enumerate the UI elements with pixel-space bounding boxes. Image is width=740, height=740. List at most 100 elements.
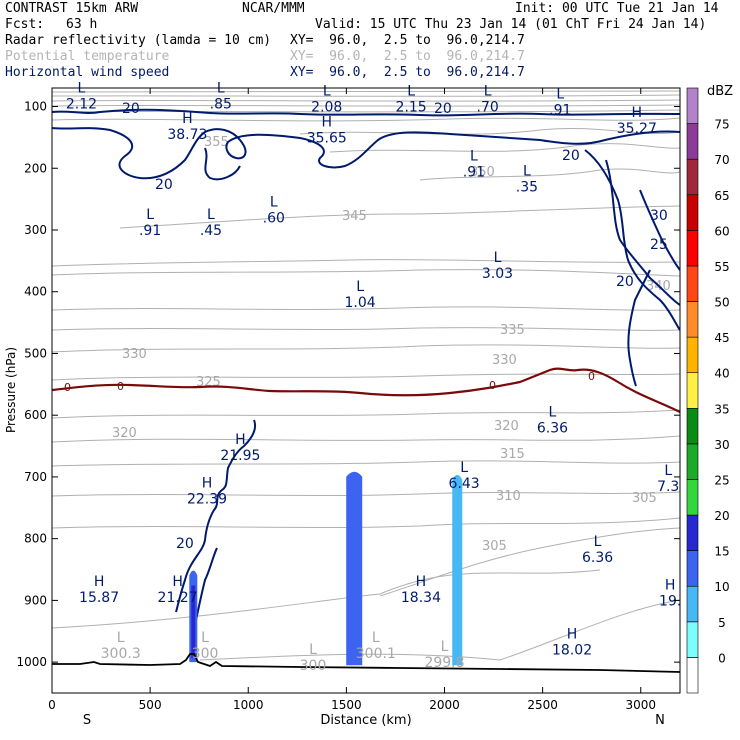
- theta-contours: [52, 90, 680, 661]
- extremum-marker: L: [556, 87, 564, 103]
- colorbar-tick-label: 70: [714, 153, 729, 167]
- field-xy-wind: XY= 96.0, 2.5 to 96.0,214.7: [290, 65, 525, 80]
- colorbar-swatch: [686, 514, 699, 551]
- extremum-marker: L: [372, 630, 380, 646]
- theta-line: [379, 527, 680, 597]
- extremum-marker: L: [201, 630, 209, 646]
- wind-label: 20: [155, 177, 173, 193]
- colorbar-tick-label: 45: [714, 331, 729, 345]
- x-tick-label: 0: [48, 698, 56, 712]
- theta-line: [52, 327, 680, 331]
- extremum-value: 21.95: [220, 448, 260, 464]
- terrain-line: [52, 653, 681, 673]
- colorbar-swatch: [686, 336, 699, 374]
- extremum-value: .70: [477, 99, 499, 115]
- wind-line: [52, 108, 680, 117]
- reflectivity-column: [452, 474, 463, 666]
- theta-line: [52, 90, 680, 93]
- y-tick-label: 1000: [16, 655, 47, 669]
- theta-label: 345: [342, 209, 367, 224]
- reflectivity-core: [349, 500, 360, 589]
- y-tick-label: 900: [24, 593, 47, 607]
- extremum-marker: L: [523, 164, 531, 180]
- extremum-value: 21.27: [158, 590, 198, 606]
- extremum-value: 2.15: [396, 99, 427, 115]
- extremum-value: 6.36: [582, 550, 613, 566]
- extremum-value: 18.34: [401, 590, 441, 606]
- zero-label: 0: [489, 379, 496, 392]
- theta-line: [52, 306, 680, 311]
- field-name-wind: Horizontal wind speed: [5, 65, 170, 80]
- colorbar: 0 5 10 15 20 25 30 35 40 45 50 55 60 65 70 75: [686, 87, 730, 694]
- theta-label: 305: [482, 539, 507, 554]
- extremum-value: 7.3: [657, 479, 679, 495]
- theta-line: [52, 104, 680, 107]
- extremum-marker: H: [94, 574, 105, 590]
- zero-isotherm-line: [52, 367, 680, 413]
- y-tick-label: 800: [24, 532, 47, 546]
- extremum-marker: L: [594, 534, 602, 550]
- wind-label: 20: [176, 536, 194, 552]
- x-tick-label: 500: [139, 698, 162, 712]
- colorbar-tick-label: 40: [714, 367, 729, 381]
- theta-line: [199, 599, 680, 661]
- wind-label: 30: [650, 208, 668, 224]
- extremum-value: 1.04: [345, 295, 376, 311]
- wind-line: [639, 189, 680, 271]
- theta-label: 320: [494, 419, 519, 434]
- extremum-value: 19.: [659, 593, 681, 609]
- y-tick-label: 700: [24, 470, 47, 484]
- theta-line: [52, 373, 680, 381]
- x-tick-label: 1000: [233, 698, 264, 712]
- extremum-value: 38.73: [167, 127, 207, 143]
- wind-label: 20: [616, 274, 634, 290]
- extremum-value: .91: [139, 223, 161, 239]
- colorbar-swatch: [686, 87, 699, 124]
- field-xy-theta: XY= 96.0, 2.5 to 96.0,214.7: [290, 49, 525, 64]
- x-tick-label: 1500: [331, 698, 362, 712]
- extremum-marker: L: [470, 148, 478, 164]
- colorbar-swatch: [686, 372, 699, 409]
- theta-label: 320: [112, 426, 137, 441]
- extremum-marker: L: [407, 83, 415, 99]
- extremum-marker: L: [441, 639, 449, 655]
- colorbar-tick-label: 10: [714, 580, 729, 594]
- x-tick-label: 2000: [429, 698, 460, 712]
- extremum-value: 35.65: [307, 130, 347, 146]
- extremum-marker: L: [664, 463, 672, 479]
- zero-label: 0: [588, 370, 595, 383]
- colorbar-tick-label: 35: [714, 402, 729, 416]
- forecast-label: Fcst:: [5, 17, 45, 32]
- extremum-marker: H: [416, 574, 427, 590]
- init-time: Init: 00 UTC Tue 21 Jan 14: [515, 1, 719, 16]
- plot-frame: [51, 87, 681, 694]
- extremum-value: .85: [210, 96, 232, 112]
- model-title: CONTRAST 15km ARW: [5, 1, 139, 16]
- theta-label: 350: [470, 165, 495, 180]
- theta-line: [52, 117, 680, 122]
- extremum-marker: L: [146, 207, 154, 223]
- valid-time: Valid: 15 UTC Thu 23 Jan 14 (01 ChT Fri …: [315, 17, 707, 32]
- wind-label: 20: [434, 101, 452, 117]
- wind-line: [52, 127, 680, 180]
- colorbar-tick-label: 15: [714, 545, 729, 559]
- theta-label: 310: [496, 489, 521, 504]
- theta-line: [52, 435, 680, 443]
- colorbar-tick-label: 65: [714, 189, 729, 203]
- colorbar-tick-label: 0: [718, 651, 726, 665]
- field-name-theta: Potential temperature: [5, 49, 170, 64]
- reflectivity-core: [191, 585, 196, 659]
- extremum-value: 22.39: [187, 491, 227, 507]
- colorbar-tick-label: 60: [714, 224, 729, 238]
- field-xy-reflectivity: XY= 96.0, 2.5 to 96.0,214.7: [290, 33, 525, 48]
- extremum-value: 35.27: [617, 121, 657, 137]
- theta-label: 330: [492, 353, 517, 368]
- theta-line: [52, 517, 680, 529]
- theta-line: [299, 127, 680, 135]
- colorbar-swatch: [686, 657, 699, 694]
- y-tick-label: 200: [24, 161, 47, 175]
- colorbar-tick-label: 25: [714, 473, 729, 487]
- wind-line: [175, 419, 256, 613]
- extremum-marker: H: [665, 577, 676, 593]
